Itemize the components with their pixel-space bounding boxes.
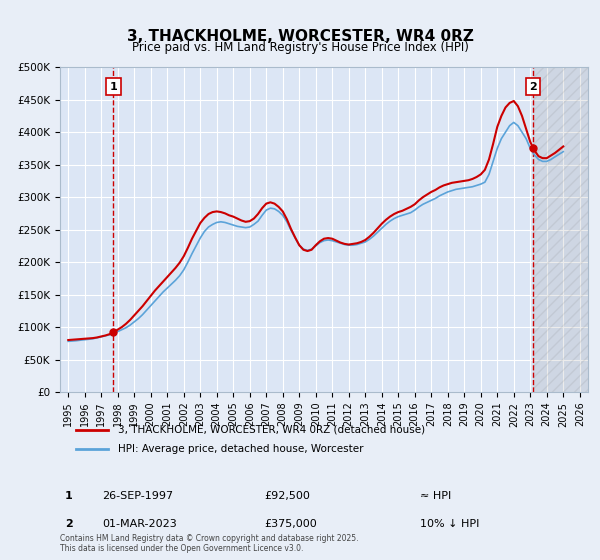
Text: £375,000: £375,000 [264,519,317,529]
Text: Contains HM Land Registry data © Crown copyright and database right 2025.
This d: Contains HM Land Registry data © Crown c… [60,534,359,553]
Text: £92,500: £92,500 [264,491,310,501]
Text: 3, THACKHOLME, WORCESTER, WR4 0RZ (detached house): 3, THACKHOLME, WORCESTER, WR4 0RZ (detac… [118,424,425,435]
Text: 3, THACKHOLME, WORCESTER, WR4 0RZ: 3, THACKHOLME, WORCESTER, WR4 0RZ [127,29,473,44]
Text: ≈ HPI: ≈ HPI [420,491,451,501]
Text: 1: 1 [109,82,117,92]
Text: 10% ↓ HPI: 10% ↓ HPI [420,519,479,529]
Text: 01-MAR-2023: 01-MAR-2023 [102,519,177,529]
Bar [533,67,588,392]
Text: 26-SEP-1997: 26-SEP-1997 [102,491,173,501]
Text: 2: 2 [529,82,537,92]
Text: Price paid vs. HM Land Registry's House Price Index (HPI): Price paid vs. HM Land Registry's House … [131,41,469,54]
Text: 2: 2 [65,520,73,529]
Text: 1: 1 [65,492,73,501]
Text: HPI: Average price, detached house, Worcester: HPI: Average price, detached house, Worc… [118,445,364,455]
